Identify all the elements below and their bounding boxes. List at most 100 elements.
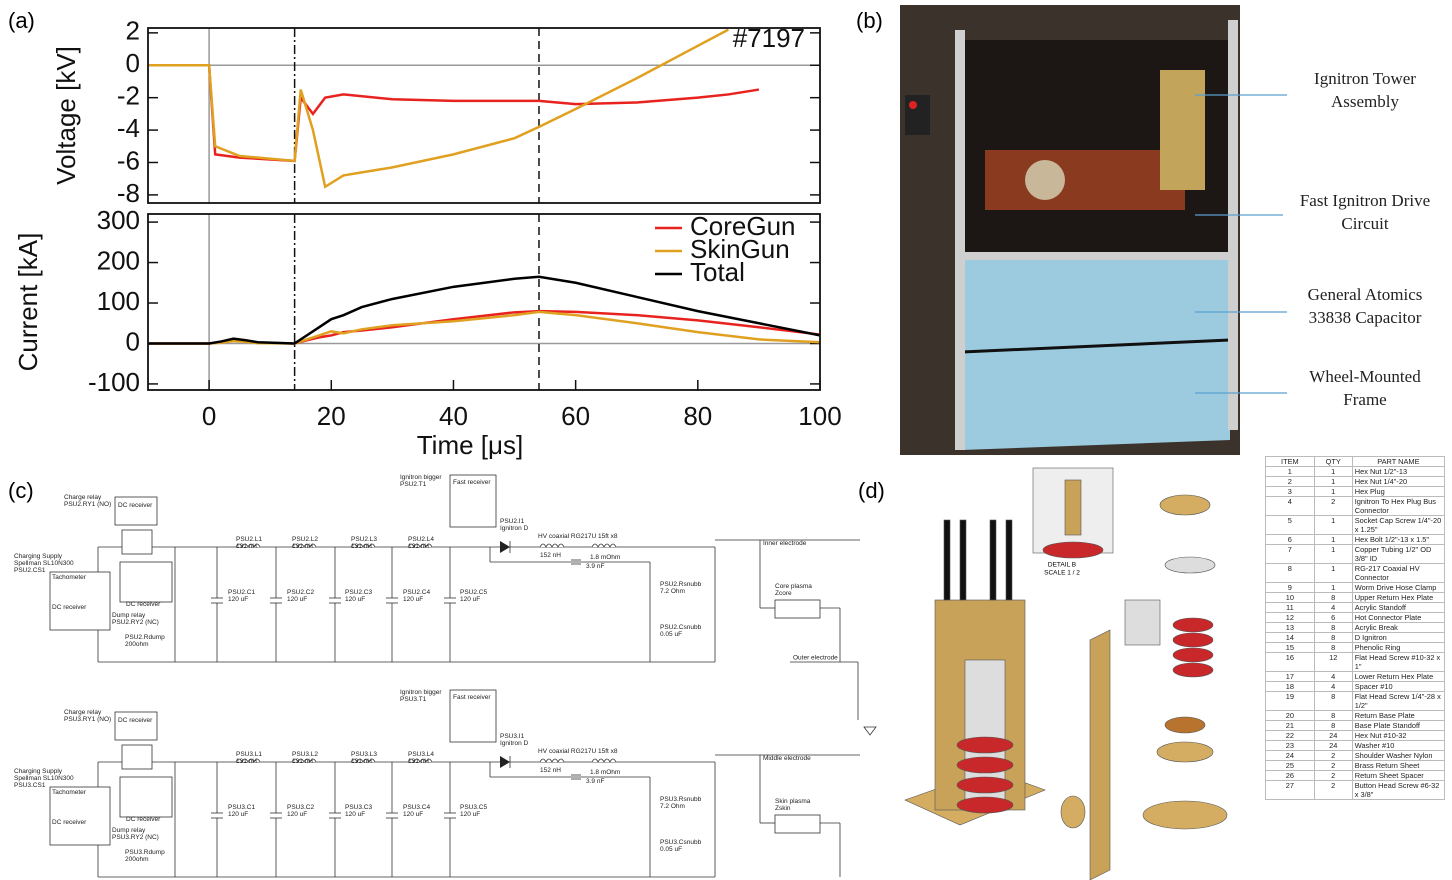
label-line: 152 nH <box>540 552 561 559</box>
label-line: Tachometer <box>52 574 87 581</box>
table-cell: Worm Drive Hose Clamp <box>1351 582 1446 593</box>
label-line: PSU2.L3 <box>351 536 377 543</box>
table-cell: Acrylic Standoff <box>1351 602 1446 613</box>
table-row: 3 1 Hex Plug <box>1265 486 1446 497</box>
table-cell: 4 <box>1313 681 1353 692</box>
table-cell: 10 <box>1265 592 1315 603</box>
label-line: 131 nH <box>292 758 313 765</box>
label-line: PSU3.L2 <box>292 751 318 758</box>
label-line: PSU2.Csnubb <box>660 624 702 631</box>
table-cell: 1 <box>1265 466 1315 477</box>
label: Charging Supply Spellman SL10N300 PSU3.CS1 <box>14 768 74 789</box>
label: Wheel-Mounted Frame <box>1309 367 1421 409</box>
component <box>774 599 821 619</box>
label-line: PSU3.T1 <box>400 696 427 703</box>
label: PSU3.Rdump 200ohm <box>125 849 165 863</box>
label: PSU2.C5 120 uF <box>460 589 487 603</box>
panel-label: (d) <box>858 478 885 503</box>
inductor <box>407 758 433 763</box>
table-cell: Acrylic Break <box>1351 622 1446 633</box>
detail-label: SCALE 1 / 2 <box>1044 570 1080 577</box>
table-cell: 24 <box>1313 740 1353 751</box>
label: Ignitron bigger PSU3.T1 <box>400 689 442 703</box>
label: PSU3.L2 131 nH <box>292 751 318 765</box>
label-line: PSU2.I1 <box>500 518 525 525</box>
table-header: PART NAME <box>1351 456 1446 467</box>
y-tick-label: 300 <box>97 205 140 235</box>
component <box>774 814 821 834</box>
label: Ignitron Tower Assembly <box>1314 69 1416 111</box>
table-cell: Washer #10 <box>1351 740 1446 751</box>
table-cell: RG-217 Coaxial HV Connector <box>1351 563 1446 583</box>
label: DC receiver <box>118 717 153 724</box>
label: PSU2.C2 120 uF <box>287 589 314 603</box>
label-line: DC receiver <box>118 502 153 509</box>
label: DC receiver <box>118 502 153 509</box>
table-cell: 27 <box>1265 780 1315 800</box>
table-cell: Return Sheet Spacer <box>1351 770 1446 781</box>
table-cell: Button Head Screw #6-32 x 3/8" <box>1351 780 1446 800</box>
table-row: 22 24 Hex Nut #10-32 <box>1265 730 1446 741</box>
table-row: 12 6 Hot Connector Plate <box>1265 612 1446 623</box>
label: Charge relay PSU2.RY1 (NO) <box>64 494 111 508</box>
label-line: 120 uF <box>228 811 248 818</box>
label-line: Frame <box>1343 390 1386 409</box>
label-line: 0.05 uF <box>660 631 682 638</box>
table-cell: 13 <box>1265 622 1315 633</box>
table-row: 15 8 Phenolic Ring <box>1265 642 1446 653</box>
label: PSU2.L2 131 nH <box>292 536 318 550</box>
component <box>49 571 111 631</box>
table-cell: 20 <box>1265 710 1315 721</box>
label: Tachometer <box>52 789 87 796</box>
label-line: DC receiver <box>52 604 87 611</box>
label: HV coaxial RG217U 15ft x8 <box>538 748 618 755</box>
y-tick-label: -6 <box>117 145 140 175</box>
table-row: 13 8 Acrylic Break <box>1265 622 1446 633</box>
label-line: Charge relay <box>64 494 102 501</box>
label: PSU3.L4 131 nH <box>408 751 434 765</box>
label-line: 7.2 Ohm <box>660 803 685 810</box>
label-line: PSU2.CS1 <box>14 567 46 574</box>
table-cell: 2 <box>1313 496 1353 516</box>
label-line: Ignitron bigger <box>400 689 442 696</box>
label: Ignitron bigger PSU2.T1 <box>400 474 442 488</box>
component <box>449 689 497 743</box>
table-cell: 24 <box>1265 750 1315 761</box>
label-line: 120 uF <box>403 596 423 603</box>
label-line: Inner electrode <box>763 540 807 547</box>
label-line: Tachometer <box>52 789 87 796</box>
label-line: PSU2.T1 <box>400 481 427 488</box>
component <box>449 474 497 528</box>
y-tick-label: -4 <box>117 113 140 143</box>
inductor <box>539 543 565 548</box>
table-cell: 22 <box>1265 730 1315 741</box>
table-cell: Hex Plug <box>1351 486 1446 497</box>
label: 3.9 nF <box>586 778 604 785</box>
table-header: QTY <box>1313 456 1353 467</box>
table-cell: 12 <box>1265 612 1315 623</box>
label-line: Charge relay <box>64 709 102 716</box>
table-cell: 8 <box>1313 720 1353 731</box>
label-line: 1.8 mOhm <box>590 554 620 561</box>
legend-label: SkinGun <box>690 234 790 264</box>
table-cell: Lower Return Hex Plate <box>1351 671 1446 682</box>
inductor <box>291 758 317 763</box>
table-row: 2 1 Hex Nut 1/4"-20 <box>1265 476 1446 487</box>
table-row: 6 1 Hex Bolt 1/2"-13 x 1.5" <box>1265 534 1446 545</box>
table-cell: 1 <box>1313 515 1353 535</box>
table-cell: 4 <box>1313 602 1353 613</box>
table-row: 11 4 Acrylic Standoff <box>1265 602 1446 613</box>
inductor <box>591 758 617 763</box>
table-cell: 8 <box>1313 710 1353 721</box>
label: 152 nH <box>540 767 561 774</box>
label-line: DC receiver <box>126 816 161 823</box>
table-cell: 8 <box>1313 642 1353 653</box>
table-cell: 6 <box>1265 534 1315 545</box>
label-line: Middle electrode <box>763 755 811 762</box>
table-row: 27 2 Button Head Screw #6-32 x 3/8" <box>1265 780 1446 800</box>
plot-frame <box>147 27 821 204</box>
header-row: ITEM QTY PART NAME <box>1265 456 1446 467</box>
label-line: Fast Ignitron Drive <box>1300 191 1430 210</box>
table-cell: 26 <box>1265 770 1315 781</box>
